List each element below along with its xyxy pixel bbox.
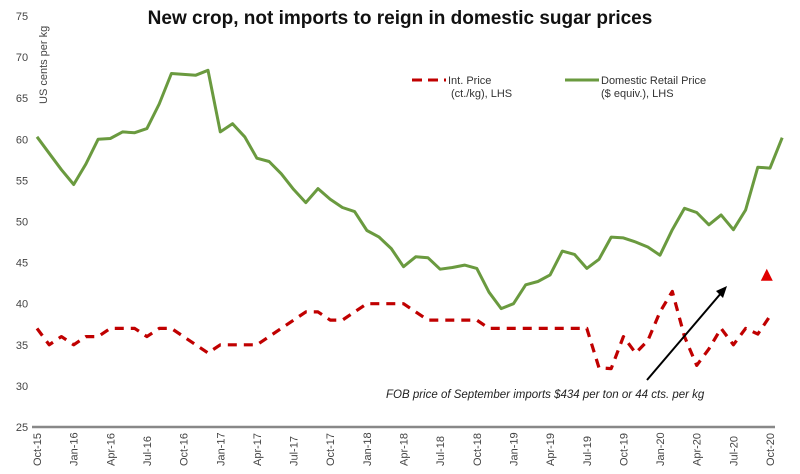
legend-label: (ct./kg), LHS [451, 88, 512, 100]
y-tick-label: 75 [16, 11, 28, 23]
x-tick-label: Jan-20 [655, 432, 667, 466]
x-tick-label: Oct-16 [179, 433, 191, 466]
x-tick-label: Oct-18 [472, 433, 484, 466]
chart-title: New crop, not imports to reign in domest… [147, 8, 653, 29]
x-tick-label: Apr-20 [692, 433, 704, 466]
x-tick-label: Oct-15 [32, 433, 44, 466]
x-tick-label: Apr-17 [252, 433, 264, 466]
x-tick-label: Oct-17 [325, 433, 337, 466]
domestic-retail-price-line [35, 68, 784, 311]
x-tick-label: Jan-16 [69, 432, 81, 466]
import-price-marker [760, 268, 773, 281]
int-price-line [35, 289, 772, 371]
y-tick-label: 35 [16, 340, 28, 352]
y-tick-label: 70 [16, 52, 28, 64]
annotation-text: FOB price of September imports $434 per … [386, 389, 705, 401]
x-tick-label: Jul-17 [289, 436, 301, 466]
y-tick-label: 45 [16, 258, 28, 270]
x-tick-label: Jul-16 [142, 436, 154, 466]
y-tick-label: 65 [16, 93, 28, 105]
x-tick-label: Apr-18 [399, 433, 411, 466]
y-axis-label: US cents per kg [38, 26, 50, 104]
x-tick-label: Jan-19 [508, 432, 520, 466]
x-tick-label: Oct-19 [618, 433, 630, 466]
x-tick-label: Jul-20 [728, 436, 740, 466]
y-tick-label: 30 [16, 381, 28, 393]
x-tick-label: Jan-17 [215, 432, 227, 466]
x-tick-label: Oct-20 [765, 433, 777, 466]
legend-label: ($ equiv.), LHS [601, 88, 674, 100]
y-tick-label: 60 [16, 134, 28, 146]
y-tick-label: 25 [16, 422, 28, 434]
x-tick-label: Jul-19 [582, 436, 594, 466]
x-tick-label: Apr-19 [545, 433, 557, 466]
x-tick-label: Jul-18 [435, 436, 447, 466]
x-tick-label: Apr-16 [105, 433, 117, 466]
legend-label: Int. Price [448, 75, 491, 87]
arrow-head-icon [716, 286, 727, 298]
y-tick-label: 50 [16, 217, 28, 229]
y-tick-label: 40 [16, 299, 28, 311]
annotation-arrow [646, 291, 723, 381]
legend-label: Domestic Retail Price [601, 75, 706, 87]
x-tick-label: Jan-18 [362, 432, 374, 466]
y-tick-label: 55 [16, 175, 28, 187]
